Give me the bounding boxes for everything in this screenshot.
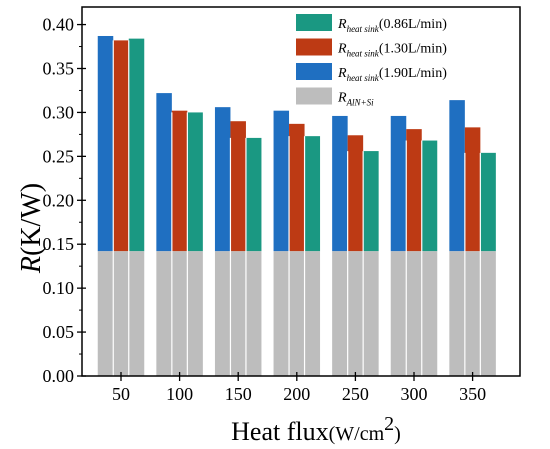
bar-heat-sink-segment (449, 100, 465, 252)
bar-heat-sink-segment (97, 35, 114, 252)
bar-aln-si-segment (363, 251, 379, 376)
x-axis-label-unit-exponent: 2 (384, 413, 394, 435)
bar-heat-sink-segment (406, 129, 422, 252)
x-tick-label: 250 (342, 384, 369, 404)
legend-entry-label: Rheat sink(1.90L/min) (337, 66, 447, 83)
bar-heat-sink-segment (304, 136, 321, 252)
x-axis: 50 100 150 200 250 300 350 (112, 372, 486, 404)
bar-heat-sink-segment (273, 110, 290, 252)
bar-aln-si-segment (406, 251, 422, 376)
plot-frame (81, 6, 521, 377)
bar-heat-sink-segment (390, 115, 407, 252)
bar-heat-sink-segment (128, 38, 145, 252)
y-tick-label: 0.30 (43, 102, 75, 122)
x-axis-label-unit-close: ) (394, 423, 401, 445)
legend-swatch (296, 63, 332, 80)
x-tick-label: 50 (112, 384, 130, 404)
bar-heat-sink-segment (171, 110, 188, 252)
y-tick-label: 0.35 (43, 59, 75, 79)
legend-entry-label: Rheat sink(0.86L/min) (337, 17, 447, 34)
legend-swatch (296, 14, 332, 31)
bar-aln-si-segment (245, 251, 262, 376)
x-tick-label: 200 (283, 384, 310, 404)
bar-aln-si-segment (273, 251, 290, 376)
bar-aln-si-segment (464, 251, 481, 376)
legend-entry-label: RAlN+Si (337, 91, 374, 108)
bar-heat-sink-segment (332, 115, 348, 252)
legend: Rheat sink(0.86L/min) Rheat sink(1.30L/mi… (296, 14, 447, 108)
x-tick-label: 300 (401, 384, 428, 404)
bar-aln-si-segment (214, 251, 231, 376)
x-tick-label: 100 (166, 384, 193, 404)
bar-heat-sink-segment (289, 123, 305, 252)
bar-aln-si-segment (390, 251, 407, 376)
bar-aln-si-segment (449, 251, 465, 376)
bar-aln-si-segment (171, 251, 188, 376)
bar-aln-si-segment (289, 251, 305, 376)
bar-aln-si-segment (230, 251, 246, 376)
bar-aln-si-segment (480, 251, 496, 376)
bar-aln-si-segment (421, 251, 438, 376)
y-tick-label: 0.00 (43, 366, 75, 386)
bar-heat-sink-segment (113, 40, 129, 252)
bar-heat-sink-segment (363, 151, 379, 252)
y-axis-label-unit: (K/W) (16, 183, 47, 256)
bar-aln-si-segment (332, 251, 348, 376)
x-tick-label: 350 (459, 384, 486, 404)
bar-heat-sink-segment (245, 137, 262, 252)
y-axis-label-symbol: R (16, 256, 47, 274)
legend-entry-label: Rheat sink(1.30L/min) (337, 42, 447, 59)
bar-aln-si-segment (128, 251, 145, 376)
x-axis-label-text: Heat flux (231, 417, 328, 446)
legend-swatch (296, 87, 332, 105)
bar-aln-si-segment (97, 251, 114, 376)
x-axis-label-unit: (W/cm (329, 423, 385, 445)
legend-swatch (296, 38, 332, 56)
y-tick-label: 0.15 (43, 234, 75, 254)
bar-aln-si-segment (304, 251, 321, 376)
bar-heat-sink-segment (230, 121, 246, 252)
bars-group (97, 35, 496, 376)
y-tick-label: 0.20 (43, 190, 75, 210)
bar-heat-sink-segment (156, 93, 172, 252)
bar-heat-sink-segment (187, 112, 203, 252)
y-tick-label: 0.25 (43, 146, 75, 166)
bar-heat-sink-segment (214, 107, 231, 252)
bar-aln-si-segment (113, 251, 129, 376)
bar-heat-sink-segment (421, 140, 438, 252)
bar-aln-si-segment (347, 251, 364, 376)
bar-heat-sink-segment (480, 152, 496, 252)
y-tick-label: 0.10 (43, 278, 75, 298)
bar-aln-si-segment (187, 251, 203, 376)
bar-heat-sink-segment (347, 135, 364, 252)
bar-heat-sink-segment (464, 127, 481, 252)
y-axis: 0.00 0.05 0.10 0.15 0.20 0.25 0.30 0.35 0.40 (43, 15, 86, 386)
x-tick-label: 150 (225, 384, 252, 404)
x-axis-label: Heat flux(W/cm2) (231, 413, 401, 446)
y-tick-label: 0.40 (43, 15, 75, 35)
y-axis-label: R(K/W) (16, 183, 47, 274)
y-tick-label: 0.05 (43, 322, 75, 342)
bar-aln-si-segment (156, 251, 172, 376)
